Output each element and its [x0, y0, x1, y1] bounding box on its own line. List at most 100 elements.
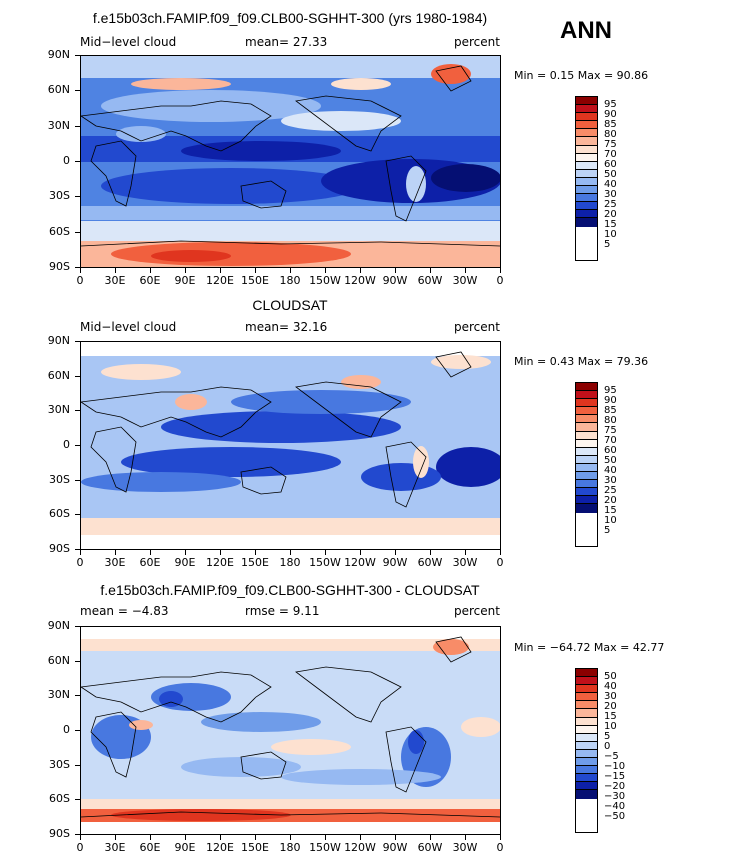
lon-tick-label: 150W: [309, 841, 341, 854]
lat-tick-label: 90S: [49, 542, 70, 555]
lat-tick-label: 0: [63, 723, 70, 736]
lat-tick-mark: [75, 626, 80, 627]
lon-tick-label: 120E: [206, 841, 234, 854]
lat-tick-mark: [75, 196, 80, 198]
level-label: 15: [604, 711, 617, 722]
lon-tick-mark: [430, 835, 431, 840]
lon-tick-label: 180: [279, 841, 301, 854]
lon-tick-mark: [430, 550, 431, 555]
level-label: −40: [604, 801, 626, 812]
level-label: 30: [604, 475, 617, 486]
lon-tick-label: 30W: [452, 556, 478, 569]
level-label: 5: [604, 239, 611, 250]
lon-tick-mark: [465, 835, 466, 840]
lon-tick-label: 150W: [309, 556, 341, 569]
lon-tick-label: 60E: [139, 841, 161, 854]
panel-1-colorbar: [575, 96, 598, 261]
level-label: 70: [604, 149, 617, 160]
level-label: 85: [604, 405, 617, 416]
lon-tick-mark: [465, 268, 466, 273]
panel-3-mean: mean = −4.83: [80, 604, 169, 618]
level-label: 10: [604, 229, 617, 240]
lon-tick-mark: [185, 550, 186, 555]
lon-tick-label: 60W: [417, 841, 443, 854]
lon-tick-mark: [220, 835, 221, 840]
lat-tick-mark: [75, 834, 80, 835]
lon-tick-mark: [150, 835, 151, 840]
panel-1-left-label: Mid−level cloud: [80, 35, 177, 49]
lon-tick-label: 0: [76, 556, 84, 569]
lon-tick-mark: [150, 268, 151, 273]
lon-tick-mark: [185, 835, 186, 840]
level-label: 40: [604, 179, 617, 190]
level-label: 50: [604, 671, 617, 682]
lon-tick-label: 90E: [174, 841, 196, 854]
level-label: −5: [604, 751, 619, 762]
lon-tick-label: 30E: [104, 274, 126, 287]
panel-3-colorbar: [575, 668, 598, 833]
lon-tick-label: 90E: [174, 274, 196, 287]
level-label: 30: [604, 189, 617, 200]
lon-tick-label: 90W: [382, 556, 408, 569]
lat-tick-label: 0: [63, 438, 70, 451]
lat-tick-label: 30N: [47, 403, 70, 417]
lon-tick-mark: [500, 268, 501, 273]
lon-tick-label: 150E: [241, 556, 269, 569]
level-label: 50: [604, 169, 617, 180]
panel-1-mean: mean= 27.33: [245, 35, 328, 49]
lon-tick-label: 60W: [417, 274, 443, 287]
lon-tick-label: 180: [279, 274, 301, 287]
lon-tick-mark: [115, 268, 116, 273]
lon-tick-mark: [360, 550, 361, 555]
panel-2-title: CLOUDSAT: [252, 297, 328, 313]
panel-3-rmse: rmse = 9.11: [245, 604, 320, 618]
lon-tick-mark: [80, 835, 81, 840]
lat-tick-mark: [75, 730, 80, 731]
level-label: −50: [604, 811, 626, 822]
panel-3-coastlines: [81, 636, 500, 818]
lon-tick-mark: [395, 550, 396, 555]
panel-2-minmax: Min = 0.43 Max = 79.36: [514, 355, 649, 368]
level-label: 30: [604, 691, 617, 702]
lat-tick-label: 60N: [47, 368, 70, 382]
lon-tick-mark: [395, 268, 396, 273]
lat-tick-label: 90N: [47, 48, 70, 61]
lat-tick-mark: [75, 55, 80, 56]
lat-tick-mark: [75, 479, 80, 481]
level-label: 20: [604, 209, 617, 220]
level-label: 5: [604, 525, 611, 536]
lat-tick-label: 30S: [49, 757, 70, 771]
lon-tick-label: 60W: [417, 556, 443, 569]
lon-tick-mark: [255, 268, 256, 273]
lat-tick-mark: [75, 764, 80, 766]
lon-tick-mark: [80, 268, 81, 273]
panel-1-field: [81, 56, 500, 267]
lat-tick-mark: [75, 514, 80, 516]
level-label: 40: [604, 681, 617, 692]
lon-tick-mark: [150, 550, 151, 555]
lon-tick-mark: [325, 550, 326, 555]
lat-tick-label: 60N: [47, 83, 70, 97]
level-label: −15: [604, 771, 626, 782]
level-label: 95: [604, 99, 617, 110]
level-label: 15: [604, 505, 617, 516]
lon-tick-label: 90W: [382, 841, 408, 854]
lat-tick-mark: [75, 549, 80, 550]
lon-tick-label: 150W: [309, 274, 341, 287]
lon-tick-label: 90W: [382, 274, 408, 287]
lon-tick-mark: [500, 835, 501, 840]
lon-tick-label: 120W: [344, 841, 376, 854]
lon-tick-mark: [80, 550, 81, 555]
lat-tick-mark: [75, 341, 80, 342]
lon-tick-label: 90E: [174, 556, 196, 569]
lat-tick-label: 30S: [49, 472, 70, 486]
panel-1-minmax: Min = 0.15 Max = 90.86: [514, 69, 649, 82]
lon-tick-label: 30W: [452, 841, 478, 854]
level-label: 15: [604, 219, 617, 230]
lon-tick-label: 150E: [241, 841, 269, 854]
level-label: 50: [604, 455, 617, 466]
level-label: 10: [604, 515, 617, 526]
panel-2-left-label: Mid−level cloud: [80, 320, 177, 334]
lon-tick-mark: [325, 835, 326, 840]
level-label: 25: [604, 485, 617, 496]
